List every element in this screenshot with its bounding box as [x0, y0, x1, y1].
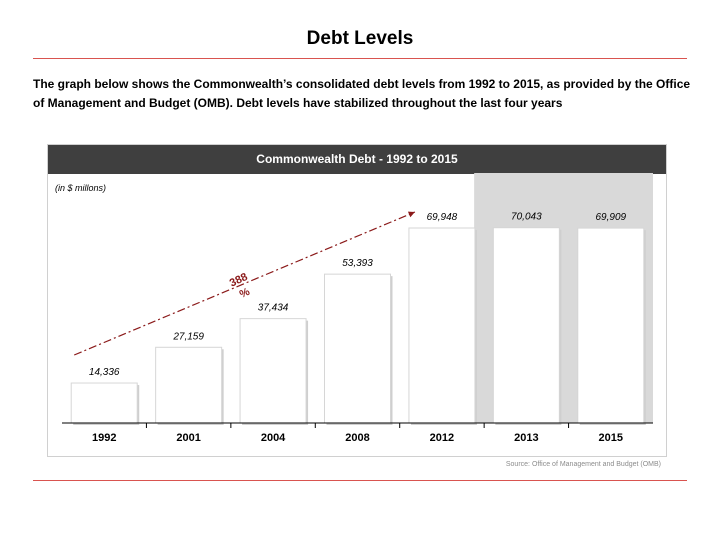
chart-title: Commonwealth Debt - 1992 to 2015: [48, 145, 666, 174]
bar-2015: [577, 227, 645, 424]
value-label-2004: 37,434: [258, 303, 289, 314]
bar-2012: [408, 227, 476, 424]
growth-arrow-line: [73, 211, 416, 356]
bar-1992: [70, 382, 138, 424]
value-label-2015: 69,909: [595, 212, 626, 223]
bar-2001: [155, 346, 223, 424]
bar-2013: [492, 227, 560, 424]
source-note: Source: Office of Management and Budget …: [505, 461, 661, 468]
bar-2008: [324, 273, 391, 424]
value-label-2013: 70,043: [511, 212, 542, 223]
bar-2004: [239, 318, 307, 424]
x-tick-label-2004: 2004: [261, 432, 286, 444]
growth-arrow-head: [407, 211, 415, 218]
value-label-1992: 14,336: [89, 367, 120, 378]
footer-divider: [33, 480, 687, 481]
x-tick-label-2008: 2008: [345, 432, 369, 444]
unit-note: (in $ millons): [55, 183, 107, 193]
x-tick-label-2015: 2015: [599, 432, 623, 444]
x-tick-label-2001: 2001: [176, 432, 200, 444]
intro-text: The graph below shows the Commonwealth’s…: [33, 77, 691, 110]
value-label-2012: 69,948: [427, 212, 458, 223]
value-label-2008: 53,393: [342, 258, 373, 269]
page-title: Debt Levels: [306, 28, 414, 49]
title-divider: [33, 58, 687, 59]
growth-label-percent: %: [238, 286, 252, 301]
value-label-2001: 27,159: [172, 331, 204, 342]
x-tick-label-2012: 2012: [430, 432, 454, 444]
x-tick-label-1992: 1992: [92, 432, 116, 444]
x-tick-label-2013: 2013: [514, 432, 538, 444]
